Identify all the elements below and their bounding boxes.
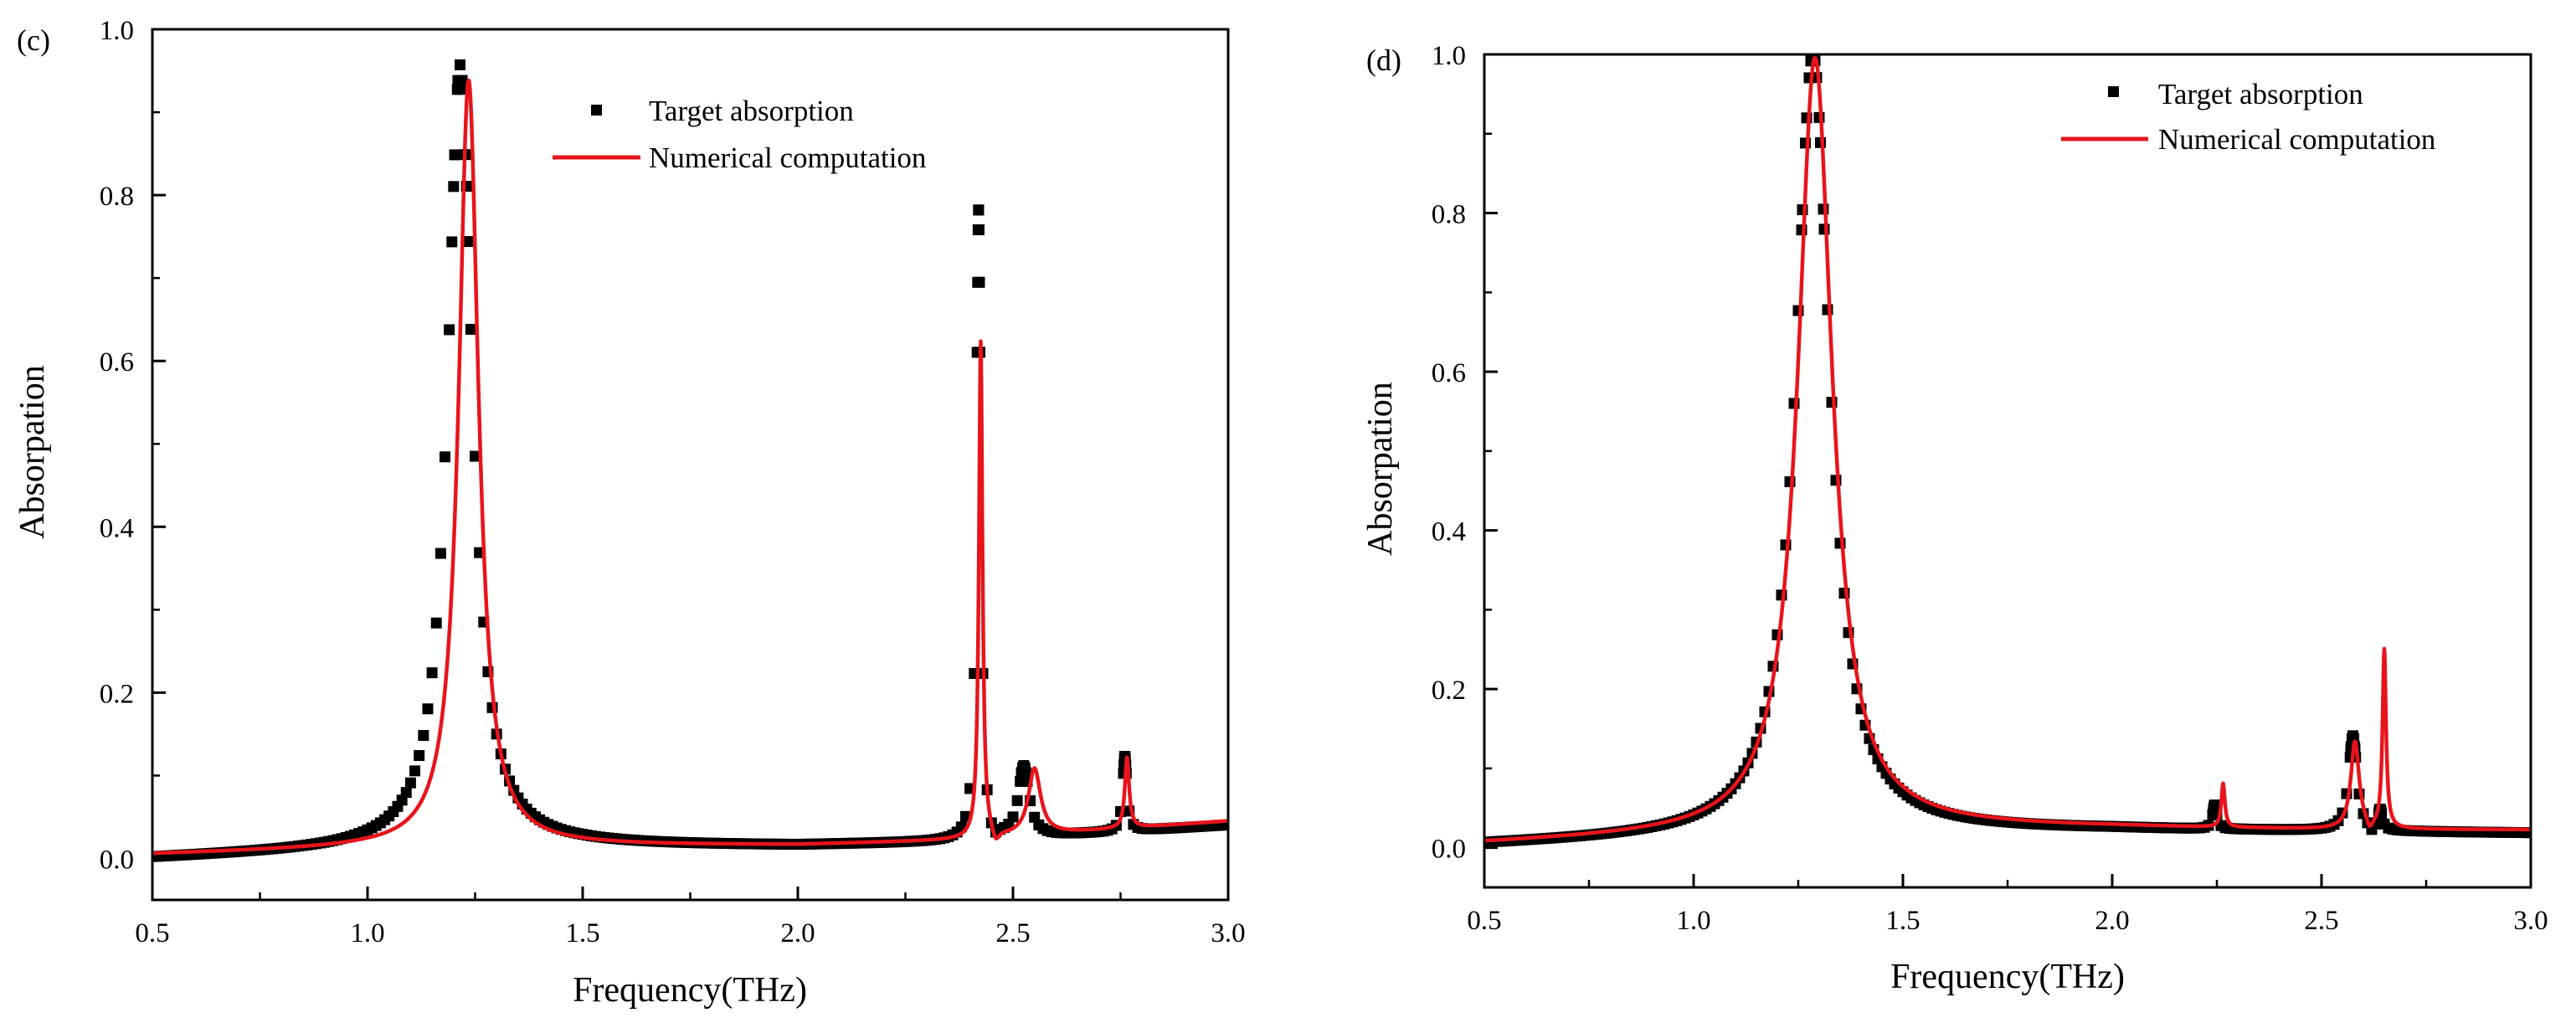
- x-tick-label: 1.0: [1676, 906, 1710, 936]
- y-tick-label: 0.0: [100, 845, 134, 875]
- y-tick-label: 0.6: [100, 347, 134, 378]
- series-target-absorption: [152, 59, 1228, 862]
- x-tick-label: 2.0: [780, 918, 815, 948]
- data-point: [465, 323, 476, 335]
- data-point: [418, 730, 429, 742]
- data-point: [462, 236, 474, 248]
- series-numerical-computation: [1484, 55, 2531, 843]
- data-point: [455, 59, 466, 70]
- data-point: [444, 324, 455, 336]
- data-point: [434, 547, 446, 559]
- y-tick-label: 0.8: [100, 182, 134, 212]
- data-point: [1222, 819, 1228, 830]
- legend-marker-target-d: [2108, 86, 2119, 97]
- series-numerical-computation: [152, 78, 1228, 856]
- y-tick-label: 0.6: [1432, 358, 1466, 388]
- axis-ticks-d: [1483, 53, 2532, 887]
- x-tick-label: 0.5: [1467, 906, 1501, 936]
- x-tick-label: 3.0: [2513, 906, 2548, 936]
- legend-label-target-c: Target absorption: [649, 95, 854, 127]
- legend-d: Target absorption Numerical computation: [2061, 78, 2435, 156]
- data-point: [1007, 811, 1019, 823]
- plot-area-d: [1484, 54, 2531, 848]
- legend-label-numerical-d: Numerical computation: [2158, 123, 2435, 156]
- panel-label-d: (d): [1366, 44, 1401, 77]
- y-tick-label: 0.4: [100, 513, 134, 543]
- x-tick-label: 1.0: [350, 918, 384, 948]
- data-point: [400, 787, 412, 799]
- data-point: [456, 75, 468, 86]
- legend-label-target-d: Target absorption: [2158, 78, 2363, 111]
- data-point: [409, 765, 421, 777]
- legend-c: Target absorption Numerical computation: [553, 95, 926, 174]
- data-point: [448, 181, 460, 193]
- x-axis-title-c: Frequency(THz): [573, 971, 807, 1010]
- x-tick-label: 0.5: [135, 918, 169, 948]
- data-point: [430, 617, 442, 629]
- x-tick-label: 2.5: [2304, 906, 2338, 936]
- plot-frame-c: [151, 28, 1230, 902]
- x-tick-label: 2.5: [995, 918, 1030, 948]
- data-point: [1011, 794, 1023, 806]
- data-point: [446, 236, 458, 248]
- data-point: [404, 777, 416, 789]
- x-tick-label: 1.5: [1885, 906, 1920, 936]
- series-target-absorption: [1484, 54, 2531, 848]
- legend-label-numerical-c: Numerical computation: [649, 141, 926, 174]
- panel-label-c: (c): [17, 23, 50, 57]
- x-tick-label: 3.0: [1211, 918, 1245, 948]
- plot-frame-d: [1483, 53, 2532, 889]
- data-point: [974, 276, 985, 288]
- data-point: [449, 149, 460, 161]
- y-tick-label: 1.0: [1432, 41, 1466, 71]
- data-point: [973, 204, 985, 216]
- y-tick-label: 0.4: [1432, 517, 1466, 547]
- data-point: [414, 749, 425, 761]
- y-tick-label: 1.0: [100, 16, 134, 46]
- tick-labels-c: 0.5 1.0 1.5 2.0 2.5 3.0 0.0 0.2 0.4 0.6 0.8 1.0: [100, 16, 1246, 948]
- data-point: [470, 450, 481, 462]
- data-point: [973, 224, 985, 235]
- data-point: [2525, 827, 2531, 839]
- data-point: [422, 703, 434, 715]
- plot-area-c: [152, 59, 1228, 862]
- x-tick-label: 1.5: [565, 918, 599, 948]
- y-tick-label: 0.8: [1432, 200, 1466, 230]
- y-tick-label: 0.0: [1432, 835, 1466, 865]
- y-axis-title-d: Absorpation: [1361, 382, 1400, 556]
- data-point: [440, 451, 451, 463]
- chart-panel-d: 0.5 1.0 1.5 2.0 2.5 3.0 0.0 0.2 0.4 0.6 0.8 1.0 (d)…: [1361, 41, 2548, 996]
- data-point: [426, 667, 438, 679]
- tick-labels-d: 0.5 1.0 1.5 2.0 2.5 3.0 0.0 0.2 0.4 0.6 0.8 1.0: [1432, 41, 2548, 936]
- y-axis-title-c: Absorpation: [13, 365, 52, 539]
- y-tick-label: 0.2: [1432, 676, 1466, 706]
- chart-panel-c: 0.5 1.0 1.5 2.0 2.5 3.0 0.0 0.2 0.4 0.6 0.8 1.0 (c)…: [13, 16, 1246, 1010]
- y-tick-label: 0.2: [100, 679, 134, 709]
- x-axis-title-d: Frequency(THz): [1890, 958, 2125, 996]
- data-point: [1807, 54, 1818, 59]
- legend-marker-target-c: [591, 105, 602, 116]
- x-tick-label: 2.0: [2095, 906, 2129, 936]
